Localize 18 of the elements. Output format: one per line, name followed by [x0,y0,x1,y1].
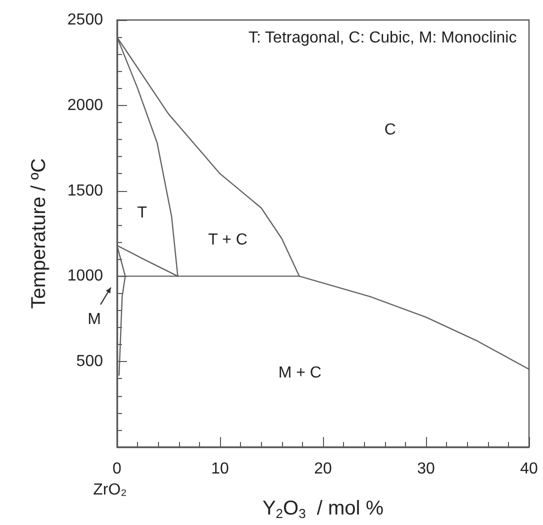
y-tick-label: 1500 [67,182,104,200]
x-tick-label: 10 [211,460,229,478]
annotation: C [384,121,396,138]
y-tick-label: 2000 [67,96,104,114]
y-tick-label: 2500 [67,12,104,28]
text: M [88,311,102,328]
annotation: T: Tetragonal, C: Cubic, M: Monoclinic [248,30,517,46]
x-tick-label: 0 [112,460,122,478]
y-axis-title: Temperature / ºC [28,158,50,309]
text: ZrO₂ [93,481,127,498]
y-tick-label: 500 [76,353,104,370]
annotation: T + C [208,231,248,248]
annotation: T [137,204,148,222]
x-tick-label: 20 [314,460,332,478]
x-tick-label: 30 [417,460,435,478]
y-tick-label: 1000 [67,268,104,285]
annotation: M + C [278,364,322,382]
x-tick-label: 40 [520,460,538,478]
